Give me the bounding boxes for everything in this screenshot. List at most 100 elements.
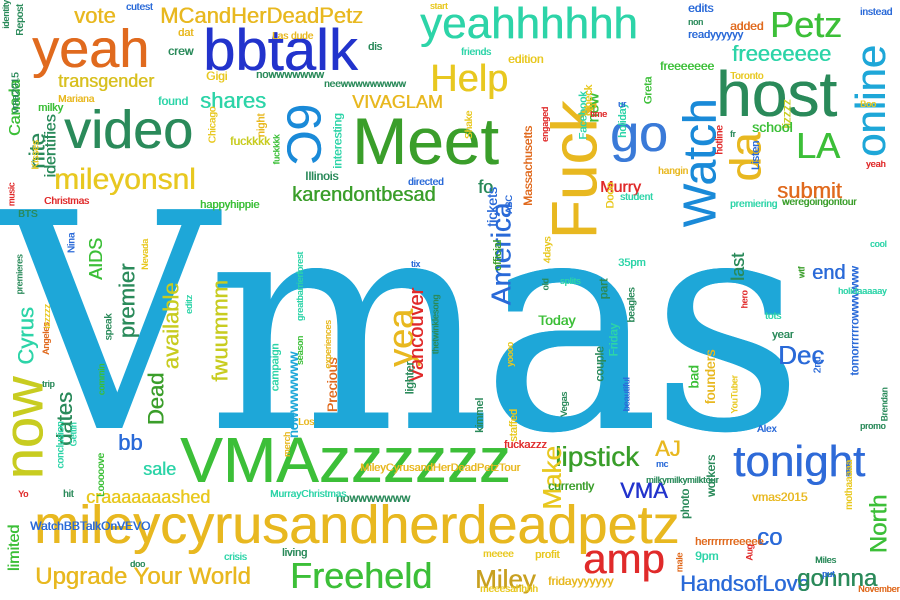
cloud-word: BTS	[18, 209, 38, 220]
cloud-word: premiering	[730, 199, 778, 210]
cloud-word: North	[865, 494, 893, 554]
cloud-word: kimmel	[473, 398, 486, 433]
cloud-word: mc	[656, 459, 668, 469]
cloud-word: doo	[130, 559, 146, 569]
cloud-word: interesting	[330, 113, 345, 169]
cloud-word: sale	[143, 459, 177, 479]
cloud-word: old	[540, 278, 551, 291]
cloud-word: AIDS	[86, 237, 107, 281]
cloud-word: Los	[298, 417, 315, 428]
cloud-word: Make	[536, 446, 567, 510]
cloud-word: mothaaaaa	[844, 459, 856, 511]
cloud-word: MCandHerDeadPetz	[160, 3, 363, 28]
cloud-word: Alex	[757, 424, 777, 435]
cloud-word: karendontbesad	[292, 184, 436, 206]
cloud-word: merch	[282, 431, 293, 458]
cloud-word: Petz	[770, 4, 843, 45]
cloud-word: meeesahhhh	[480, 584, 538, 595]
cloud-word: Friday	[606, 323, 621, 357]
cloud-word: now	[0, 376, 55, 480]
cloud-word: milky	[38, 102, 64, 114]
cloud-word: yeahhhhhh	[420, 0, 638, 48]
cloud-word: izzzzz	[41, 304, 52, 329]
cloud-word: commin	[96, 363, 107, 396]
cloud-word: lipstick	[555, 441, 640, 472]
cloud-word: founders	[702, 349, 719, 405]
cloud-word: Vmas	[0, 150, 804, 499]
cloud-word: vmas2015	[752, 490, 808, 504]
cloud-word: yeah	[866, 159, 886, 169]
cloud-word: edits	[688, 1, 714, 15]
cloud-word: transgender	[58, 71, 155, 91]
cloud-word: crew	[168, 44, 194, 58]
cloud-word: dat	[178, 27, 194, 39]
cloud-word: Today	[538, 312, 576, 328]
cloud-word: Aug	[744, 544, 755, 561]
cloud-word: currently	[548, 479, 595, 493]
cloud-word: school	[752, 119, 793, 135]
cloud-word: yeah	[32, 19, 150, 79]
cloud-word: VIVAGLAM	[352, 92, 443, 112]
cloud-word: hangin	[658, 166, 689, 177]
cloud-word: Nevada	[140, 238, 151, 271]
cloud-word: limited	[6, 524, 24, 572]
cloud-word: Murry	[600, 179, 641, 196]
cloud-word: gonnna	[797, 565, 878, 592]
cloud-word: added	[730, 19, 764, 33]
cloud-word: yoooo	[504, 342, 515, 367]
cloud-word: start	[430, 1, 448, 11]
cloud-word: fuckkkk	[271, 134, 282, 165]
cloud-word: speak	[103, 313, 115, 341]
cloud-word: vma2015	[10, 72, 22, 114]
cloud-word: hit	[63, 489, 74, 500]
cloud-word: HandsofLove	[680, 571, 810, 596]
cloud-word: available	[158, 282, 184, 370]
cloud-word: fo	[478, 177, 494, 197]
cloud-word: November	[858, 584, 900, 594]
cloud-word: Miles	[815, 555, 837, 565]
cloud-word: premieres	[14, 254, 25, 295]
cloud-word: hotline	[714, 125, 726, 155]
cloud-word: happyhippie	[200, 199, 260, 211]
cloud-word: host	[716, 58, 837, 130]
cloud-word: LA	[796, 125, 841, 166]
cloud-word: nowwwwwww	[336, 491, 411, 505]
cloud-word: Help	[430, 58, 509, 100]
cloud-word: year	[772, 329, 794, 341]
cloud-word: male	[674, 552, 685, 573]
cloud-word: trip	[42, 379, 55, 389]
cloud-word: co	[757, 524, 783, 551]
cloud-word: time	[590, 109, 608, 119]
cloud-word: Las dude	[272, 31, 314, 42]
cloud-word: hero	[739, 290, 750, 309]
cloud-word: tots	[765, 311, 782, 322]
cloud-word: Gigi	[206, 69, 228, 83]
cloud-word: greatbarrierforest	[295, 251, 306, 322]
cloud-word: ABC	[503, 195, 514, 214]
cloud-word: Repost	[14, 4, 26, 36]
cloud-word: tix	[411, 259, 420, 269]
cloud-word: 9pm	[695, 549, 719, 563]
cloud-word: music	[6, 182, 17, 207]
cloud-word: identifies	[42, 114, 60, 178]
cloud-word: herrrrrrreeeee	[695, 536, 764, 548]
cloud-word: couple	[592, 346, 607, 382]
cloud-word: premier	[114, 263, 140, 339]
cloud-word: student	[620, 192, 653, 203]
cloud-word: living	[282, 547, 308, 559]
cloud-word: fuckazzz	[504, 439, 547, 451]
cloud-word: part	[596, 278, 611, 300]
cloud-word: fuckkkk	[230, 134, 271, 148]
cloud-word: Meet	[352, 104, 499, 178]
cloud-word: Upgrade Your World	[35, 563, 251, 590]
cloud-word: non	[688, 17, 704, 27]
cloud-word: photo	[678, 488, 693, 520]
cloud-word: holidaaaaay	[838, 286, 887, 296]
cloud-word: submit	[777, 178, 842, 203]
cloud-word: AJ	[655, 436, 681, 461]
cloud-word: freeeeeee	[732, 41, 832, 66]
cloud-word: cool	[870, 239, 887, 249]
cloud-word: Dooo	[604, 182, 617, 209]
cloud-word: season	[295, 335, 306, 366]
cloud-word: video	[64, 100, 194, 160]
